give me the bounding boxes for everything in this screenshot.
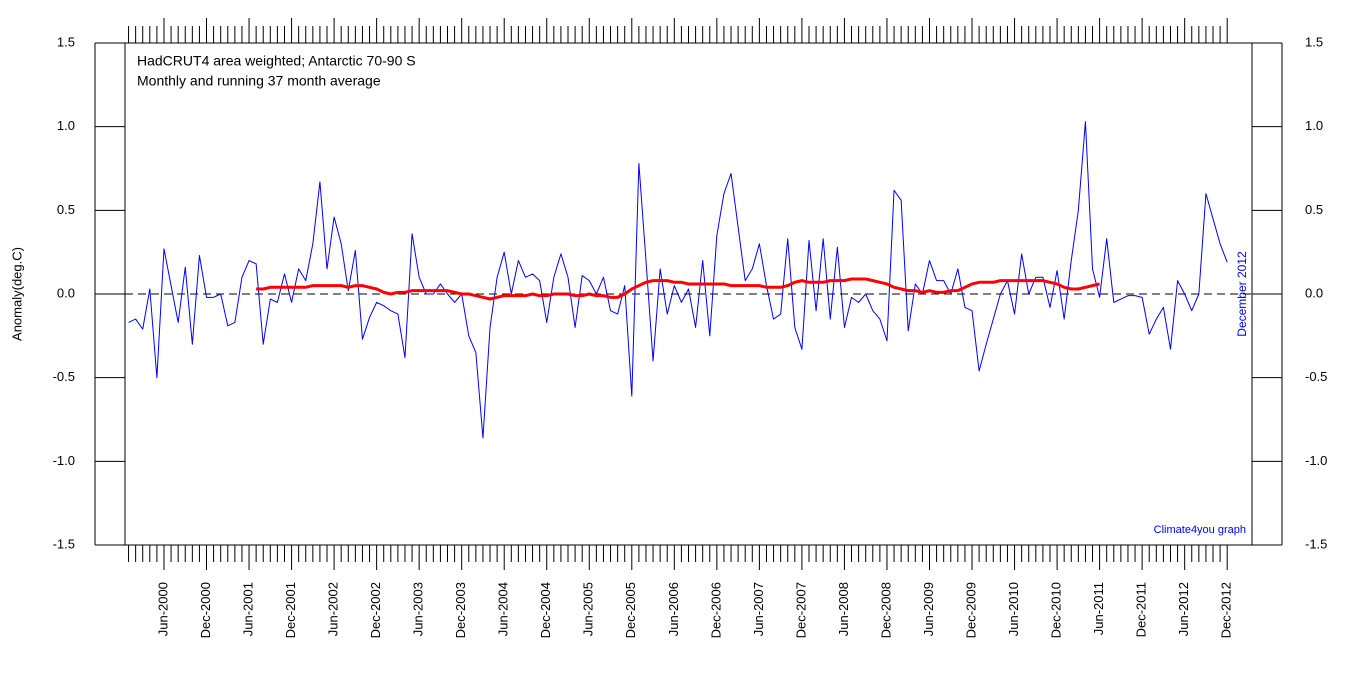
x-tick-label: Dec-2010 [1049,582,1064,638]
y-tick-label: 1.0 [57,118,75,133]
y2-tick-label: -0.5 [1305,369,1327,384]
y-tick-label: -0.5 [53,369,75,384]
y-tick-label: -1.0 [53,453,75,468]
y2-tick-label: -1.0 [1305,453,1327,468]
x-tick-label: Dec-2001 [283,582,298,638]
x-tick-label: Jun-2000 [155,582,170,636]
x-tick-label: Jun-2001 [240,582,255,636]
y2-tick-label: 1.0 [1305,118,1323,133]
x-tick-label: Dec-2004 [538,582,553,638]
credit-annotation: Climate4you graph [1154,524,1246,536]
series-line [128,121,1228,439]
y-tick-label: 1.5 [57,34,75,49]
y-tick-label: 0.0 [57,285,75,300]
x-tick-label: Jun-2002 [326,582,341,636]
x-tick-label: Dec-2011 [1134,582,1149,637]
x-tick-label: Jun-2012 [1176,582,1191,636]
x-tick-label: Jun-2005 [581,582,596,636]
x-tick-label: Dec-2003 [453,582,468,638]
x-tick-label: Dec-2012 [1219,582,1234,638]
x-tick-label: Dec-2006 [708,582,723,638]
date-annotation: December 2012 [1235,251,1249,337]
x-tick-label: Dec-2009 [963,582,978,638]
series-line [256,277,1100,301]
x-tick-label: Jun-2003 [411,582,426,636]
x-tick-label: Dec-2007 [793,582,808,638]
y2-tick-label: 1.5 [1305,34,1323,49]
x-tick-label: Jun-2006 [666,582,681,636]
x-tick-label: Dec-2005 [623,582,638,638]
y2-tick-label: 0.0 [1305,285,1323,300]
y-axis-label: Anomaly(deg.C) [9,247,24,341]
x-tick-label: Jun-2009 [921,582,936,636]
chart-title: HadCRUT4 area weighted; Antarctic 70-90 … [137,53,416,69]
y-tick-label: -1.5 [53,536,75,551]
x-tick-label: Dec-2002 [368,582,383,638]
chart-subtitle: Monthly and running 37 month average [137,73,381,89]
y2-tick-label: -1.5 [1305,536,1327,551]
y2-tick-label: 0.5 [1305,202,1323,217]
x-tick-label: Dec-2000 [198,582,213,638]
y-tick-label: 0.5 [57,202,75,217]
x-tick-label: Jun-2010 [1006,582,1021,636]
x-tick-label: Jun-2007 [751,582,766,636]
x-tick-label: Jun-2004 [496,582,511,636]
x-tick-label: Jun-2008 [836,582,851,636]
x-tick-label: Dec-2008 [878,582,893,638]
x-tick-label: Jun-2011 [1091,582,1106,635]
